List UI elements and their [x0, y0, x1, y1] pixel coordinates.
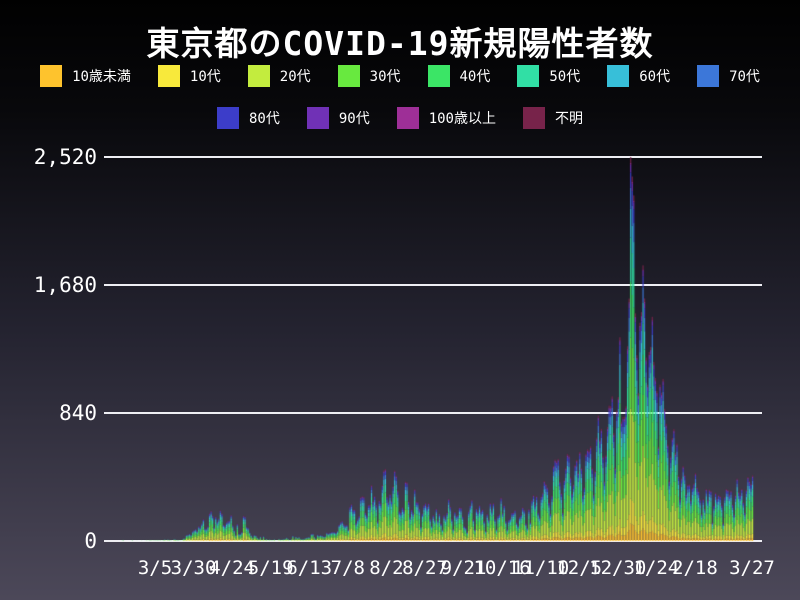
- x-tick-label: 9/21: [440, 557, 487, 579]
- x-tick-label: 2/18: [672, 557, 718, 579]
- y-tick-label: 2,520: [33, 145, 97, 169]
- x-tick-label: 3/5: [137, 557, 173, 579]
- x-tick-label: 8/2: [369, 557, 404, 579]
- x-tick-label: 7/8: [330, 557, 365, 579]
- x-tick-label: 6/13: [286, 557, 333, 579]
- x-tick-label: 10/16: [473, 557, 531, 579]
- x-tick-label: 3/30: [170, 557, 217, 579]
- x-tick-label: 12/5: [556, 557, 603, 579]
- y-tick-label: 0: [84, 529, 97, 553]
- y-tick-label: 840: [59, 401, 97, 425]
- x-tick-label: 12/30: [589, 557, 647, 579]
- x-tick-label: 8/27: [402, 557, 448, 579]
- y-tick-label: 1,680: [33, 273, 97, 297]
- x-tick-label: 4/24: [209, 557, 256, 579]
- x-tick-label: 5/19: [247, 557, 294, 579]
- x-tick-label: 1/24: [633, 557, 680, 579]
- x-tick-label: 3/27: [729, 557, 775, 579]
- x-tick-label: 11/10: [512, 557, 570, 579]
